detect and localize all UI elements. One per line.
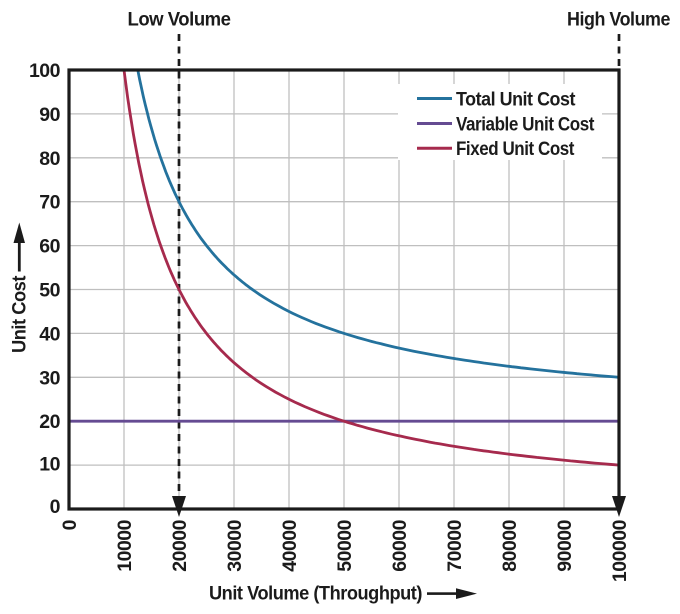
svg-text:Unit Cost: Unit Cost	[9, 275, 31, 353]
svg-text:10: 10	[39, 454, 60, 476]
svg-text:50000: 50000	[334, 519, 356, 571]
svg-text:40: 40	[39, 323, 60, 345]
svg-text:Unit Volume (Throughput): Unit Volume (Throughput)	[209, 583, 422, 605]
svg-text:Total Unit Cost: Total Unit Cost	[456, 89, 576, 111]
svg-text:80: 80	[39, 148, 60, 170]
svg-text:20000: 20000	[169, 519, 191, 571]
svg-text:70: 70	[39, 192, 60, 214]
svg-text:20: 20	[39, 411, 60, 433]
svg-text:40000: 40000	[279, 519, 301, 571]
svg-text:50: 50	[39, 280, 60, 302]
svg-text:100: 100	[29, 60, 61, 82]
svg-text:Fixed Unit Cost: Fixed Unit Cost	[456, 138, 575, 160]
svg-text:High Volume: High Volume	[567, 9, 671, 31]
svg-text:30000: 30000	[224, 519, 246, 571]
svg-text:0: 0	[59, 519, 81, 530]
svg-text:30: 30	[39, 367, 60, 389]
svg-text:60000: 60000	[389, 519, 411, 571]
svg-text:70000: 70000	[444, 519, 466, 571]
svg-text:80000: 80000	[499, 519, 521, 571]
svg-text:10000: 10000	[114, 519, 136, 571]
svg-text:90000: 90000	[554, 519, 576, 571]
svg-text:60: 60	[39, 236, 60, 258]
svg-text:100000: 100000	[609, 519, 631, 582]
svg-text:0: 0	[50, 496, 61, 518]
svg-text:90: 90	[39, 104, 60, 126]
svg-text:Low Volume: Low Volume	[128, 9, 232, 31]
svg-text:Variable Unit Cost: Variable Unit Cost	[456, 114, 595, 136]
